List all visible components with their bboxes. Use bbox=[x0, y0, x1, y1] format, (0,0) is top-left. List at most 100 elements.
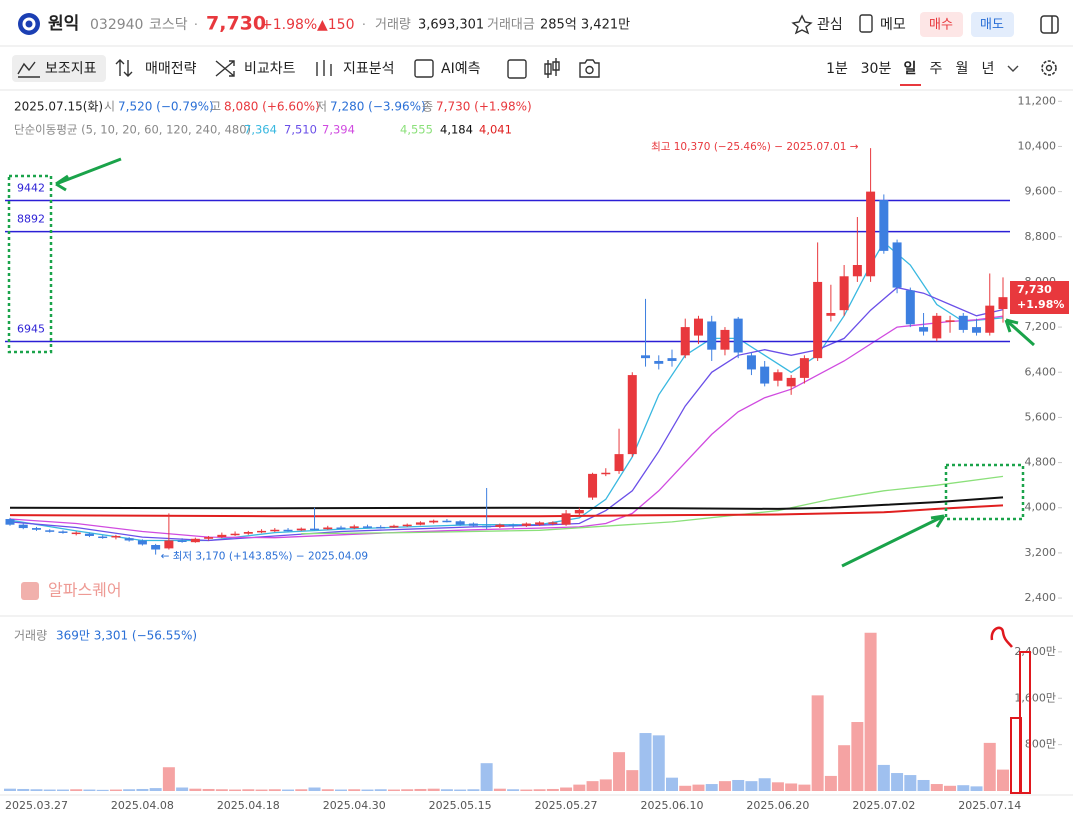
sell-button[interactable]: 매도 bbox=[971, 12, 1014, 37]
ma-legend-value: 7,394 bbox=[322, 123, 355, 137]
settings-icon[interactable] bbox=[1041, 60, 1057, 76]
candle-body bbox=[773, 372, 783, 381]
info-low-label: 저 bbox=[316, 100, 327, 114]
drawn-arrow bbox=[1004, 318, 1035, 347]
watch-button[interactable]: 관심 bbox=[791, 14, 843, 35]
volume-bar bbox=[785, 783, 798, 791]
volume-bar bbox=[149, 788, 162, 791]
camera-tool[interactable] bbox=[579, 59, 600, 78]
candle-body bbox=[124, 538, 134, 541]
volume-bar bbox=[30, 789, 43, 791]
volume-bar bbox=[507, 789, 520, 791]
candle-body bbox=[349, 526, 359, 529]
tool-strategy[interactable]: 매매전략 bbox=[145, 61, 197, 77]
watermark-icon bbox=[21, 582, 39, 600]
candle-body bbox=[879, 200, 889, 251]
volume-bar bbox=[930, 784, 943, 791]
tf-30min[interactable]: 30분 bbox=[861, 61, 892, 77]
volume-bar bbox=[215, 789, 228, 791]
market: 코스닥 bbox=[149, 17, 188, 33]
volume-bar bbox=[454, 789, 467, 791]
volume-bar bbox=[136, 788, 149, 791]
amount-label: 거래대금 bbox=[487, 18, 535, 33]
volume-bar bbox=[679, 785, 692, 791]
tf-year[interactable]: 년 bbox=[982, 61, 995, 77]
volume-bar bbox=[414, 788, 427, 791]
sell-bg bbox=[971, 12, 1014, 37]
volume-bar bbox=[983, 742, 996, 791]
candle-body bbox=[58, 531, 68, 533]
x-tick-label: 2025.06.10 bbox=[641, 799, 704, 812]
volume-bar bbox=[877, 764, 890, 791]
candle-body bbox=[972, 327, 982, 333]
candle-body bbox=[852, 265, 862, 277]
volume-bar bbox=[387, 789, 400, 791]
x-tick-label: 2025.07.14 bbox=[958, 799, 1021, 812]
y-tick-label: 6,400 bbox=[1025, 365, 1057, 378]
candle-body bbox=[442, 520, 452, 523]
candle-body bbox=[892, 242, 902, 288]
horizontal-line-label: 9442 bbox=[17, 182, 45, 195]
candle-body bbox=[190, 538, 200, 543]
tool-ai[interactable]: AI예측 bbox=[441, 61, 481, 77]
candle-body bbox=[402, 524, 412, 527]
volume-bar bbox=[705, 784, 718, 791]
volume-bar bbox=[282, 789, 295, 791]
tf-1min[interactable]: 1분 bbox=[826, 61, 848, 77]
volume-bar bbox=[308, 787, 321, 791]
candle-body bbox=[839, 276, 849, 311]
memo-button[interactable]: 메모 bbox=[859, 14, 906, 33]
candle-body bbox=[561, 513, 571, 525]
candle-body bbox=[270, 529, 280, 532]
candle-body bbox=[760, 366, 770, 384]
candle-tool[interactable] bbox=[544, 58, 560, 78]
volume-bar bbox=[560, 787, 573, 791]
logo-inner bbox=[22, 17, 36, 31]
volume-bar bbox=[838, 745, 851, 791]
candle-body bbox=[177, 540, 187, 542]
info-date: 2025.07.15(화) bbox=[14, 100, 103, 114]
compare-icon bbox=[215, 60, 235, 77]
moving-average bbox=[9, 504, 1004, 518]
candle-body bbox=[468, 523, 478, 526]
shape-tool[interactable] bbox=[507, 59, 527, 79]
tool-analysis[interactable]: 지표분석 bbox=[343, 61, 395, 77]
change-pct: +1.98% bbox=[261, 17, 317, 33]
volume-panel-value: 369만 3,301 (−56.55%) bbox=[56, 629, 197, 643]
candle-body bbox=[151, 545, 161, 550]
tf-week[interactable]: 주 bbox=[930, 61, 943, 77]
candle-body bbox=[310, 528, 320, 531]
volume-bar bbox=[917, 779, 930, 791]
sell-label: 매도 bbox=[980, 18, 1004, 33]
volume-bar bbox=[268, 789, 281, 791]
tf-day[interactable]: 일 bbox=[904, 61, 917, 77]
volume-bar bbox=[109, 789, 122, 791]
tf-dropdown[interactable] bbox=[1007, 65, 1019, 72]
candle-body bbox=[243, 532, 253, 534]
volume-bar bbox=[639, 733, 652, 791]
volume-bar bbox=[123, 789, 136, 791]
volume-bar bbox=[374, 789, 387, 791]
tf-underline bbox=[900, 84, 921, 86]
y-tick-label: 11,200 bbox=[1018, 94, 1057, 107]
info-close-label: 종 bbox=[422, 100, 433, 114]
candle-body bbox=[31, 528, 41, 530]
info-high: 8,080 (+6.60%) bbox=[224, 100, 320, 114]
panel-icon[interactable] bbox=[1040, 15, 1059, 34]
volume-bar bbox=[4, 788, 16, 791]
low-annotation: ← 최저 3,170 (+143.85%) − 2025.04.09 bbox=[161, 551, 369, 563]
candle-body bbox=[137, 540, 147, 545]
volume-bar bbox=[401, 789, 414, 791]
candle-body bbox=[45, 530, 55, 532]
volume-bar bbox=[255, 789, 268, 791]
volume-bar bbox=[851, 722, 864, 791]
ma-legend-value: 4,184 bbox=[440, 123, 473, 137]
tool-compare[interactable]: 비교차트 bbox=[244, 61, 296, 77]
separator: · bbox=[362, 18, 366, 32]
ma-legend-title: 단순이동평균 (5, 10, 20, 60, 120, 240, 480) bbox=[14, 123, 251, 137]
candle-body bbox=[508, 524, 518, 527]
buy-button[interactable]: 매수 bbox=[920, 12, 963, 37]
y-tick-label: 3,200 bbox=[1025, 546, 1057, 559]
tf-month[interactable]: 월 bbox=[956, 61, 969, 77]
tool-indicators[interactable]: 보조지표 bbox=[45, 61, 97, 77]
